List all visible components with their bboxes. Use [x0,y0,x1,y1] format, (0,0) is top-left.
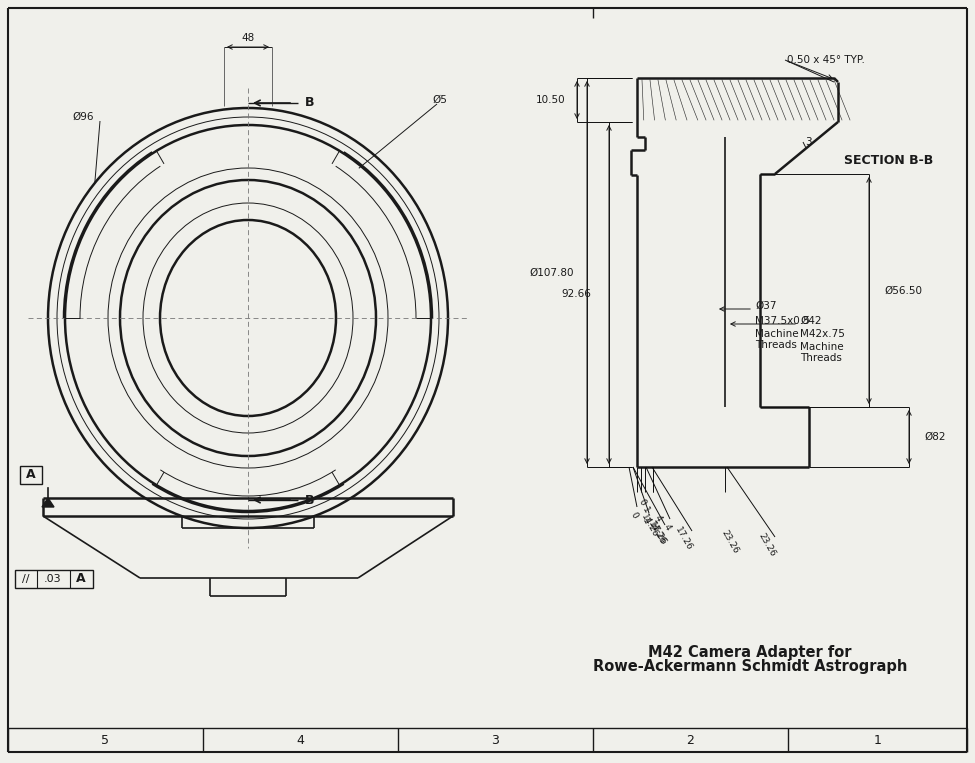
Text: Machine: Machine [755,329,799,339]
Text: Rowe-Ackermann Schmidt Astrograph: Rowe-Ackermann Schmidt Astrograph [593,659,907,674]
Text: Threads: Threads [800,353,841,363]
Text: Ø5: Ø5 [432,95,447,105]
Text: 4: 4 [661,523,672,532]
Text: 4: 4 [296,733,304,746]
Text: 3: 3 [805,137,811,147]
Text: Ø96: Ø96 [72,112,94,122]
Text: 1: 1 [641,517,651,526]
Text: Ø37: Ø37 [755,301,776,311]
Text: 0.50 x 45° TYP.: 0.50 x 45° TYP. [787,55,865,65]
Text: 4: 4 [652,513,663,523]
Text: 1: 1 [641,505,651,515]
Text: SECTION B-B: SECTION B-B [844,153,934,166]
Text: 92.66: 92.66 [562,289,591,299]
Text: 0: 0 [637,497,647,507]
Text: 0: 0 [628,510,639,520]
Text: 17.26: 17.26 [674,526,694,552]
Polygon shape [42,498,54,507]
Text: Threads: Threads [755,340,797,350]
Text: 23.26: 23.26 [720,529,740,555]
Text: //: // [22,574,30,584]
Text: 3: 3 [491,733,499,746]
Text: 2: 2 [686,733,694,746]
Text: 48: 48 [242,33,254,43]
Text: Ø56.50: Ø56.50 [884,285,922,295]
Text: Ø82: Ø82 [924,432,946,442]
Text: A: A [76,572,86,585]
Bar [15,570,93,588]
Text: Machine: Machine [800,342,843,352]
Text: 14.26: 14.26 [640,513,660,539]
Text: Ø107.80: Ø107.80 [529,268,574,278]
Text: A: A [26,468,36,481]
Text: M37.5x0.5: M37.5x0.5 [755,316,810,326]
Text: 1: 1 [874,733,881,746]
Text: 23.26: 23.26 [757,532,777,559]
Text: 10.50: 10.50 [535,95,565,105]
Text: Ø42: Ø42 [800,316,822,326]
Bar [20,466,42,484]
Text: 5: 5 [101,733,109,746]
Text: 17.26: 17.26 [647,520,668,547]
Text: B: B [305,96,315,110]
Text: M42x.75: M42x.75 [800,329,845,339]
Text: .03: .03 [44,574,61,584]
Text: 14.26: 14.26 [646,520,667,546]
Text: M42 Camera Adapter for: M42 Camera Adapter for [648,645,852,659]
Text: B: B [305,494,315,507]
